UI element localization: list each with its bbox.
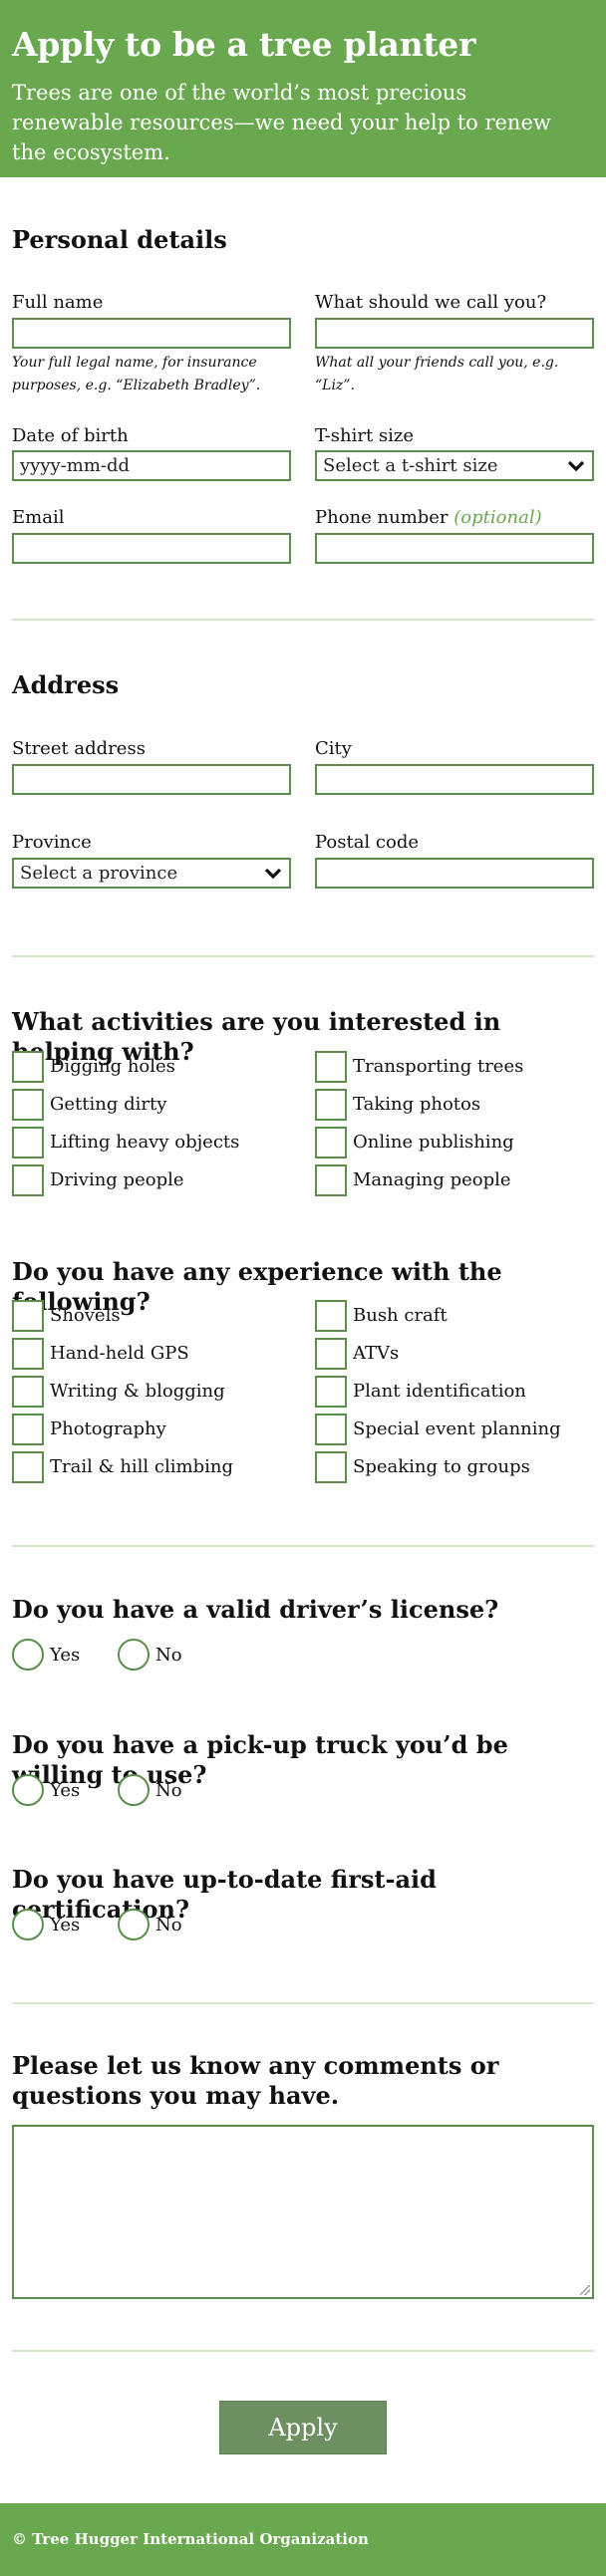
tshirt-label: T-shirt size: [315, 425, 415, 446]
page-header: Apply to be a tree planter Trees are one…: [0, 0, 606, 177]
page-subtitle: Trees are one of the world’s most precio…: [12, 81, 551, 164]
page-footer: © Tree Hugger International Organization: [0, 2503, 606, 2576]
resize-grip-icon[interactable]: [580, 2285, 590, 2295]
checkbox-special-event-planning[interactable]: [315, 1414, 347, 1445]
activities-heading: What activities are you interested in he…: [12, 1007, 501, 1066]
checkbox-writing-blogging[interactable]: [12, 1376, 44, 1408]
checkbox-atvs[interactable]: [315, 1338, 347, 1370]
checkbox-bush-craft[interactable]: [315, 1300, 347, 1332]
checkbox-transporting-trees[interactable]: [315, 1051, 347, 1083]
section-divider: [12, 1545, 594, 1547]
checkbox-trail-hill-climbing[interactable]: [12, 1451, 44, 1483]
radio-label: Yes: [50, 1780, 81, 1801]
radio-first-aid-yes[interactable]: [12, 1909, 44, 1940]
tshirt-selected-value: Select a t-shirt size: [323, 455, 498, 476]
apply-button[interactable]: Apply: [219, 2401, 387, 2454]
radio-label: No: [155, 1645, 182, 1666]
postal-label: Postal code: [315, 832, 419, 853]
checkbox-speaking-to-groups[interactable]: [315, 1451, 347, 1483]
full-name-label: Full name: [12, 292, 104, 313]
checkbox-label: ATVs: [353, 1343, 400, 1364]
checkbox-label: Plant identification: [353, 1381, 526, 1402]
phone-label: Phone number (optional): [315, 507, 542, 529]
radio-license-no[interactable]: [118, 1639, 150, 1671]
section-divider: [12, 619, 594, 621]
section-divider: [12, 955, 594, 957]
radio-first-aid-no[interactable]: [118, 1909, 150, 1940]
chevron-down-icon: [567, 455, 585, 483]
checkbox-label: Shovels: [50, 1305, 121, 1326]
province-label: Province: [12, 832, 92, 853]
checkbox-label: Special event planning: [353, 1418, 561, 1439]
page-title: Apply to be a tree planter: [12, 25, 476, 64]
personal-details-heading: Personal details: [12, 225, 227, 254]
drivers-license-question: Do you have a valid driver’s license?: [12, 1595, 499, 1624]
checkbox-label: Managing people: [353, 1169, 511, 1190]
nickname-input[interactable]: [315, 318, 594, 349]
city-input[interactable]: [315, 764, 594, 795]
dob-label: Date of birth: [12, 425, 129, 446]
radio-truck-no[interactable]: [118, 1774, 150, 1806]
checkbox-label: Bush craft: [353, 1305, 448, 1326]
checkbox-label: Transporting trees: [353, 1056, 524, 1077]
checkbox-label: Hand-held GPS: [50, 1343, 189, 1364]
radio-label: Yes: [50, 1645, 81, 1666]
postal-input[interactable]: [315, 858, 594, 889]
section-divider: [12, 2002, 594, 2004]
phone-optional-tag: (optional): [454, 507, 542, 528]
comments-heading: Please let us know any comments or quest…: [12, 2051, 499, 2110]
footer-copyright: © Tree Hugger International Organization: [12, 2530, 369, 2548]
checkbox-label: Speaking to groups: [353, 1456, 530, 1477]
checkbox-online-publishing[interactable]: [315, 1127, 347, 1159]
dob-input[interactable]: yyyy-mm-dd: [12, 450, 291, 481]
checkbox-photography[interactable]: [12, 1414, 44, 1445]
checkbox-label: Getting dirty: [50, 1094, 167, 1115]
checkbox-label: Writing & blogging: [50, 1381, 225, 1402]
checkbox-digging-holes[interactable]: [12, 1051, 44, 1083]
comments-textarea[interactable]: [12, 2125, 594, 2299]
checkbox-lifting-heavy-objects[interactable]: [12, 1127, 44, 1159]
address-heading: Address: [12, 670, 120, 699]
checkbox-taking-photos[interactable]: [315, 1089, 347, 1121]
checkbox-getting-dirty[interactable]: [12, 1089, 44, 1121]
city-label: City: [315, 738, 352, 759]
nickname-hint: What all your friends call you, e.g. “Li…: [315, 355, 559, 393]
checkbox-label: Digging holes: [50, 1056, 175, 1077]
checkbox-label: Online publishing: [353, 1132, 514, 1153]
phone-input[interactable]: [315, 533, 594, 564]
province-select[interactable]: Select a province: [12, 858, 291, 889]
checkbox-label: Photography: [50, 1418, 166, 1439]
checkbox-plant-identification[interactable]: [315, 1376, 347, 1408]
tshirt-select[interactable]: Select a t-shirt size: [315, 450, 594, 481]
radio-license-yes[interactable]: [12, 1639, 44, 1671]
dob-placeholder: yyyy-mm-dd: [20, 455, 131, 476]
checkbox-label: Lifting heavy objects: [50, 1132, 240, 1153]
street-label: Street address: [12, 738, 146, 759]
checkbox-driving-people[interactable]: [12, 1164, 44, 1196]
radio-label: Yes: [50, 1915, 81, 1935]
pickup-truck-question: Do you have a pick-up truck you’d be wil…: [12, 1730, 508, 1789]
street-input[interactable]: [12, 764, 291, 795]
checkbox-label: Trail & hill climbing: [50, 1456, 233, 1477]
email-input[interactable]: [12, 533, 291, 564]
nickname-label: What should we call you?: [315, 292, 547, 313]
email-label: Email: [12, 507, 65, 528]
radio-label: No: [155, 1780, 182, 1801]
first-aid-question: Do you have up-to-date first-aid certifi…: [12, 1865, 437, 1924]
radio-truck-yes[interactable]: [12, 1774, 44, 1806]
radio-label: No: [155, 1915, 182, 1935]
checkbox-hand-held-gps[interactable]: [12, 1338, 44, 1370]
checkbox-label: Driving people: [50, 1169, 184, 1190]
section-divider: [12, 2350, 594, 2352]
province-selected-value: Select a province: [20, 863, 178, 884]
checkbox-shovels[interactable]: [12, 1300, 44, 1332]
full-name-hint: Your full legal name, for insurance purp…: [12, 355, 261, 393]
chevron-down-icon: [264, 863, 282, 891]
phone-label-text: Phone number: [315, 507, 449, 528]
checkbox-label: Taking photos: [353, 1094, 481, 1115]
full-name-input[interactable]: [12, 318, 291, 349]
checkbox-managing-people[interactable]: [315, 1164, 347, 1196]
